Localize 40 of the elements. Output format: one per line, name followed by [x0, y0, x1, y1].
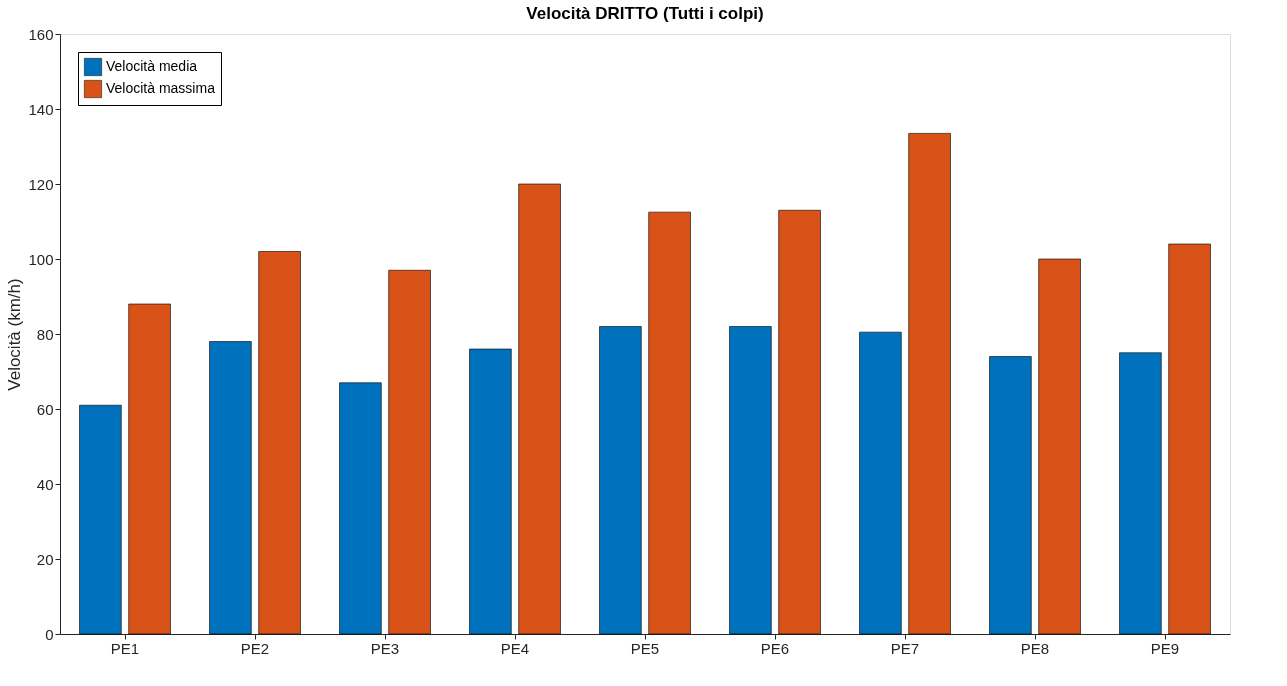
x-tick-label: PE7: [890, 639, 920, 657]
x-tick-label: PE6: [760, 639, 790, 657]
bar: [469, 348, 512, 635]
bar: [1168, 243, 1211, 635]
x-tick-label: PE9: [1150, 639, 1180, 657]
y-tick-label: 20: [36, 550, 54, 568]
bar: [989, 356, 1032, 635]
y-tick-label: 100: [28, 250, 54, 268]
legend-label: Velocità massima: [106, 80, 216, 96]
bar: [209, 341, 252, 635]
bar: [388, 269, 431, 635]
y-tick-label: 140: [28, 100, 54, 118]
bar: [599, 326, 642, 635]
bar: [1119, 352, 1162, 635]
bar: [908, 133, 951, 635]
y-axis-title: Velocità (km/h): [5, 278, 25, 391]
x-tick-label: PE4: [500, 639, 530, 657]
bar: [729, 326, 772, 635]
bar: [128, 303, 171, 635]
bar: [258, 251, 301, 635]
y-tick-label: 120: [28, 175, 54, 193]
chart-title: Velocità DRITTO (Tutti i colpi): [526, 4, 764, 23]
x-tick-label: PE1: [110, 639, 140, 657]
y-tick-label: 60: [36, 400, 54, 418]
y-tick-label: 40: [36, 475, 54, 493]
bar: [859, 331, 902, 635]
bar: [778, 209, 821, 635]
bar: [79, 404, 122, 635]
x-tick-label: PE5: [630, 639, 660, 657]
bar: [648, 211, 691, 635]
bar: [339, 382, 382, 635]
legend-label: Velocità media: [106, 58, 198, 74]
y-tick-label: 80: [36, 325, 54, 343]
x-tick-label: PE2: [240, 639, 270, 657]
x-tick-label: PE8: [1020, 639, 1050, 657]
bar: [518, 183, 561, 635]
y-tick-label: 160: [28, 25, 54, 43]
x-tick-label: PE3: [370, 639, 400, 657]
y-tick-label: 0: [45, 625, 54, 643]
bar: [1038, 258, 1081, 635]
